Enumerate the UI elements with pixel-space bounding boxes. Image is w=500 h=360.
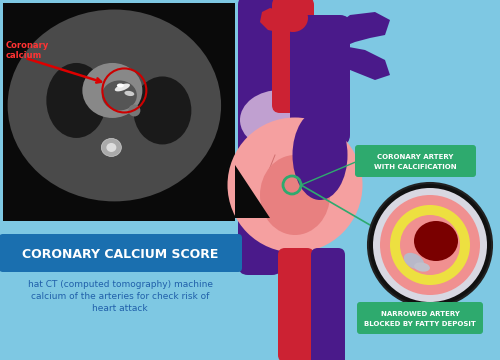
- Text: CORONARY CALCIUM SCORE: CORONARY CALCIUM SCORE: [22, 248, 218, 261]
- Ellipse shape: [128, 104, 140, 116]
- FancyBboxPatch shape: [238, 0, 282, 275]
- Polygon shape: [235, 165, 270, 218]
- Circle shape: [368, 183, 492, 307]
- FancyBboxPatch shape: [311, 248, 345, 360]
- Ellipse shape: [117, 84, 124, 87]
- Text: WITH CALCIFICATION: WITH CALCIFICATION: [374, 164, 456, 170]
- Ellipse shape: [414, 221, 458, 261]
- Ellipse shape: [228, 117, 362, 252]
- Ellipse shape: [260, 155, 330, 235]
- FancyBboxPatch shape: [278, 248, 314, 360]
- Ellipse shape: [46, 63, 106, 138]
- Ellipse shape: [106, 143, 117, 152]
- Text: NARROWED ARTERY: NARROWED ARTERY: [380, 311, 460, 317]
- Text: CORONARY ARTERY: CORONARY ARTERY: [377, 154, 453, 160]
- Ellipse shape: [292, 110, 348, 200]
- Ellipse shape: [82, 63, 142, 118]
- Ellipse shape: [404, 253, 424, 269]
- Polygon shape: [260, 8, 285, 32]
- Circle shape: [400, 215, 460, 275]
- Bar: [3, 3, 235, 221]
- Ellipse shape: [115, 84, 130, 91]
- Ellipse shape: [102, 139, 121, 157]
- Polygon shape: [330, 12, 390, 50]
- Text: Coronary
calcium: Coronary calcium: [6, 41, 49, 60]
- Text: hat CT (computed tomography) machine: hat CT (computed tomography) machine: [28, 280, 212, 289]
- FancyBboxPatch shape: [290, 15, 350, 145]
- Ellipse shape: [278, 4, 308, 32]
- Text: calcium of the arteries for check risk of: calcium of the arteries for check risk o…: [31, 292, 209, 301]
- FancyBboxPatch shape: [0, 234, 242, 272]
- Text: BLOCKED BY FATTY DEPOSIT: BLOCKED BY FATTY DEPOSIT: [364, 321, 476, 327]
- FancyBboxPatch shape: [357, 302, 483, 334]
- Ellipse shape: [240, 90, 320, 150]
- Text: heart attack: heart attack: [92, 304, 148, 313]
- Ellipse shape: [8, 9, 221, 201]
- Circle shape: [390, 205, 470, 285]
- Circle shape: [373, 188, 487, 302]
- Polygon shape: [338, 45, 390, 80]
- FancyBboxPatch shape: [355, 145, 476, 177]
- Circle shape: [380, 195, 480, 295]
- FancyBboxPatch shape: [272, 0, 314, 113]
- Ellipse shape: [414, 262, 430, 272]
- Ellipse shape: [124, 91, 134, 96]
- Ellipse shape: [134, 76, 192, 144]
- Ellipse shape: [102, 80, 137, 111]
